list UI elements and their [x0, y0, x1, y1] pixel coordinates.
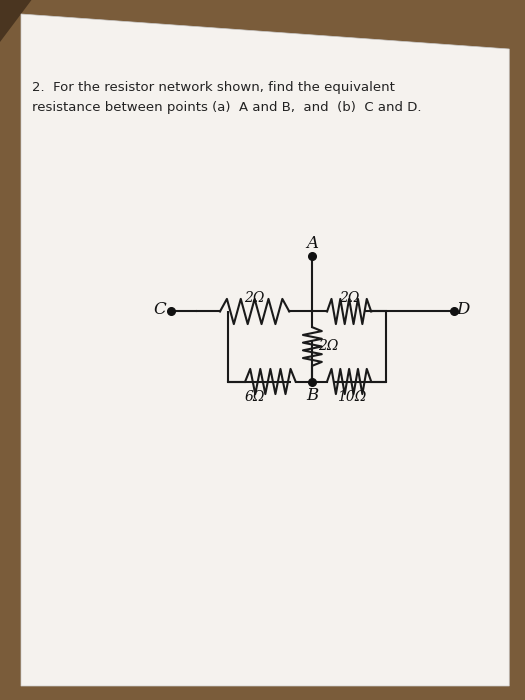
Text: 6Ω: 6Ω — [245, 390, 265, 404]
Text: B: B — [306, 387, 319, 404]
Text: 2.  For the resistor network shown, find the equivalent: 2. For the resistor network shown, find … — [32, 80, 394, 94]
Text: D: D — [456, 301, 470, 318]
Text: 2Ω: 2Ω — [339, 290, 359, 304]
Polygon shape — [0, 0, 32, 42]
Text: resistance between points (a)  A and B,  and  (b)  C and D.: resistance between points (a) A and B, a… — [32, 102, 421, 115]
Polygon shape — [21, 14, 509, 686]
Text: A: A — [307, 235, 318, 252]
Text: 2Ω: 2Ω — [318, 340, 338, 354]
Text: C: C — [154, 301, 166, 318]
Text: 10Ω: 10Ω — [337, 390, 366, 404]
Text: 2Ω: 2Ω — [245, 290, 265, 304]
